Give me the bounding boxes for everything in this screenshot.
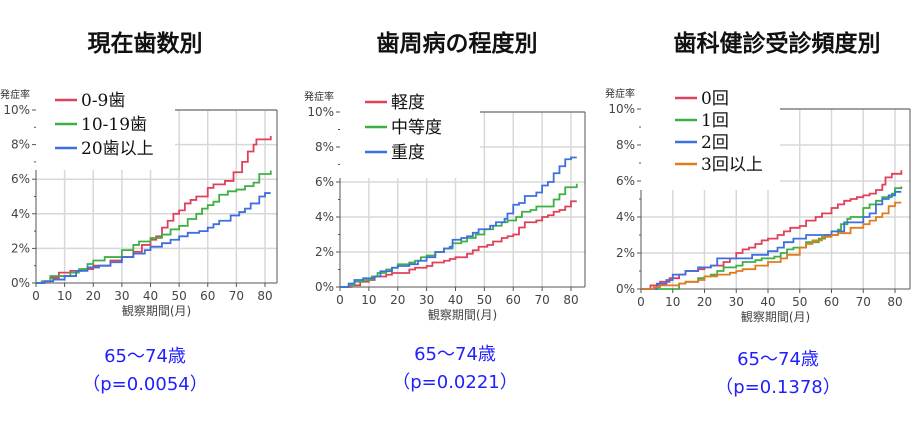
y-tick-label: 2% [616,246,635,260]
legend-background [338,92,480,178]
legend-label: 2回 [701,133,729,153]
legend-label: 1回 [701,111,729,131]
x-tick-label: 40 [448,293,463,307]
y-tick-label: 0% [315,280,334,294]
y-tick-label: 2% [11,241,30,255]
y-tick-label: 8% [616,138,635,152]
legend-label: 10-19歯 [81,115,147,135]
x-tick-label: 60 [200,289,215,303]
x-tick-label: 30 [729,295,744,309]
x-tick-label: 10 [665,295,680,309]
p-value: （p=0.0054） [82,374,208,395]
legend-label: 重度 [391,143,425,163]
chart-3-note: 65〜74歳 （p=0.1378） [715,346,841,402]
x-tick-label: 50 [792,295,807,309]
x-tick-label: 30 [114,289,129,303]
x-tick-label: 70 [856,295,871,309]
y-tick-label: 6% [616,174,635,188]
y-tick-label: 8% [11,138,30,152]
x-tick-label: 10 [361,293,376,307]
y-tick-label: 0% [616,282,635,296]
y-tick-label: 6% [315,175,334,189]
x-tick-label: 50 [477,293,492,307]
chart-1: 0-9歯 10-19歯 20歯以上 0% 2% 4% 6% 8% 10% 0 10 20 30 40 50 6… [0,88,278,318]
y-tick-label: 2% [315,245,334,259]
series-line-軽度 [340,200,577,288]
legend-label: 軽度 [391,93,425,113]
y-tick-label: 6% [11,172,30,186]
x-tick-label: 60 [824,295,839,309]
series-line-2回 [641,190,902,290]
chart-2-note: 65〜74歳 （p=0.0221） [392,341,518,397]
x-axis-label: 観察期間(月) [428,308,497,322]
legend-label: 20歯以上 [81,139,154,159]
y-tick-label: 4% [11,207,30,221]
legend-background [639,89,780,190]
chart-2-title: 歯周病の程度別 [376,31,538,57]
x-tick-label: 40 [143,289,158,303]
age-group-label: 65〜74歳 [414,344,496,365]
x-tick-label: 40 [760,295,775,309]
x-tick-label: 80 [563,293,578,307]
x-tick-label: 20 [390,293,405,307]
x-tick-label: 20 [86,289,101,303]
x-tick-label: 0 [637,295,645,309]
x-tick-label: 30 [419,293,434,307]
chart-1-title: 現在歯数別 [87,31,203,57]
y-tick-label: 10% [307,105,334,119]
x-tick-label: 80 [257,289,272,303]
x-tick-label: 70 [534,293,549,307]
series-line-20歯以上 [36,192,271,284]
age-group-label: 65〜74歳 [104,346,186,367]
legend-label: 3回以上 [701,155,763,175]
y-tick-label: 4% [315,210,334,224]
x-tick-label: 0 [336,293,344,307]
x-axis-label: 観察期間(月) [741,310,810,324]
legend-label: 中等度 [391,118,442,138]
x-axis-label: 観察期間(月) [122,304,191,318]
x-tick-label: 60 [506,293,521,307]
chart-1-note: 65〜74歳 （p=0.0054） [82,343,208,399]
x-tick-label: 0 [32,289,40,303]
y-tick-label: 8% [315,140,334,154]
series-line-3回以上 [641,201,902,290]
x-tick-label: 10 [57,289,72,303]
y-tick-label: 4% [616,210,635,224]
y-axis-label: 発症率 [0,88,30,101]
legend-label: 0-9歯 [81,91,125,111]
legend-label: 0回 [701,89,729,109]
legend-background [34,90,175,170]
chart-3-title: 歯科健診受診頻度別 [673,31,881,57]
p-value: （p=0.0221） [392,372,518,393]
x-tick-label: 20 [697,295,712,309]
y-tick-label: 10% [3,103,30,117]
series-line-1回 [641,186,903,290]
p-value: （p=0.1378） [715,377,841,398]
y-tick-label: 10% [608,102,635,116]
y-axis-label: 発症率 [605,87,635,100]
y-axis-label: 発症率 [304,90,334,103]
series-line-重度 [340,156,577,288]
x-tick-label: 80 [887,295,902,309]
series-line-中等度 [340,183,578,288]
x-tick-label: 50 [171,289,186,303]
y-tick-label: 0% [11,276,30,290]
x-tick-label: 70 [229,289,244,303]
series-line-10-19歯 [36,170,272,284]
age-group-label: 65〜74歳 [737,349,819,370]
